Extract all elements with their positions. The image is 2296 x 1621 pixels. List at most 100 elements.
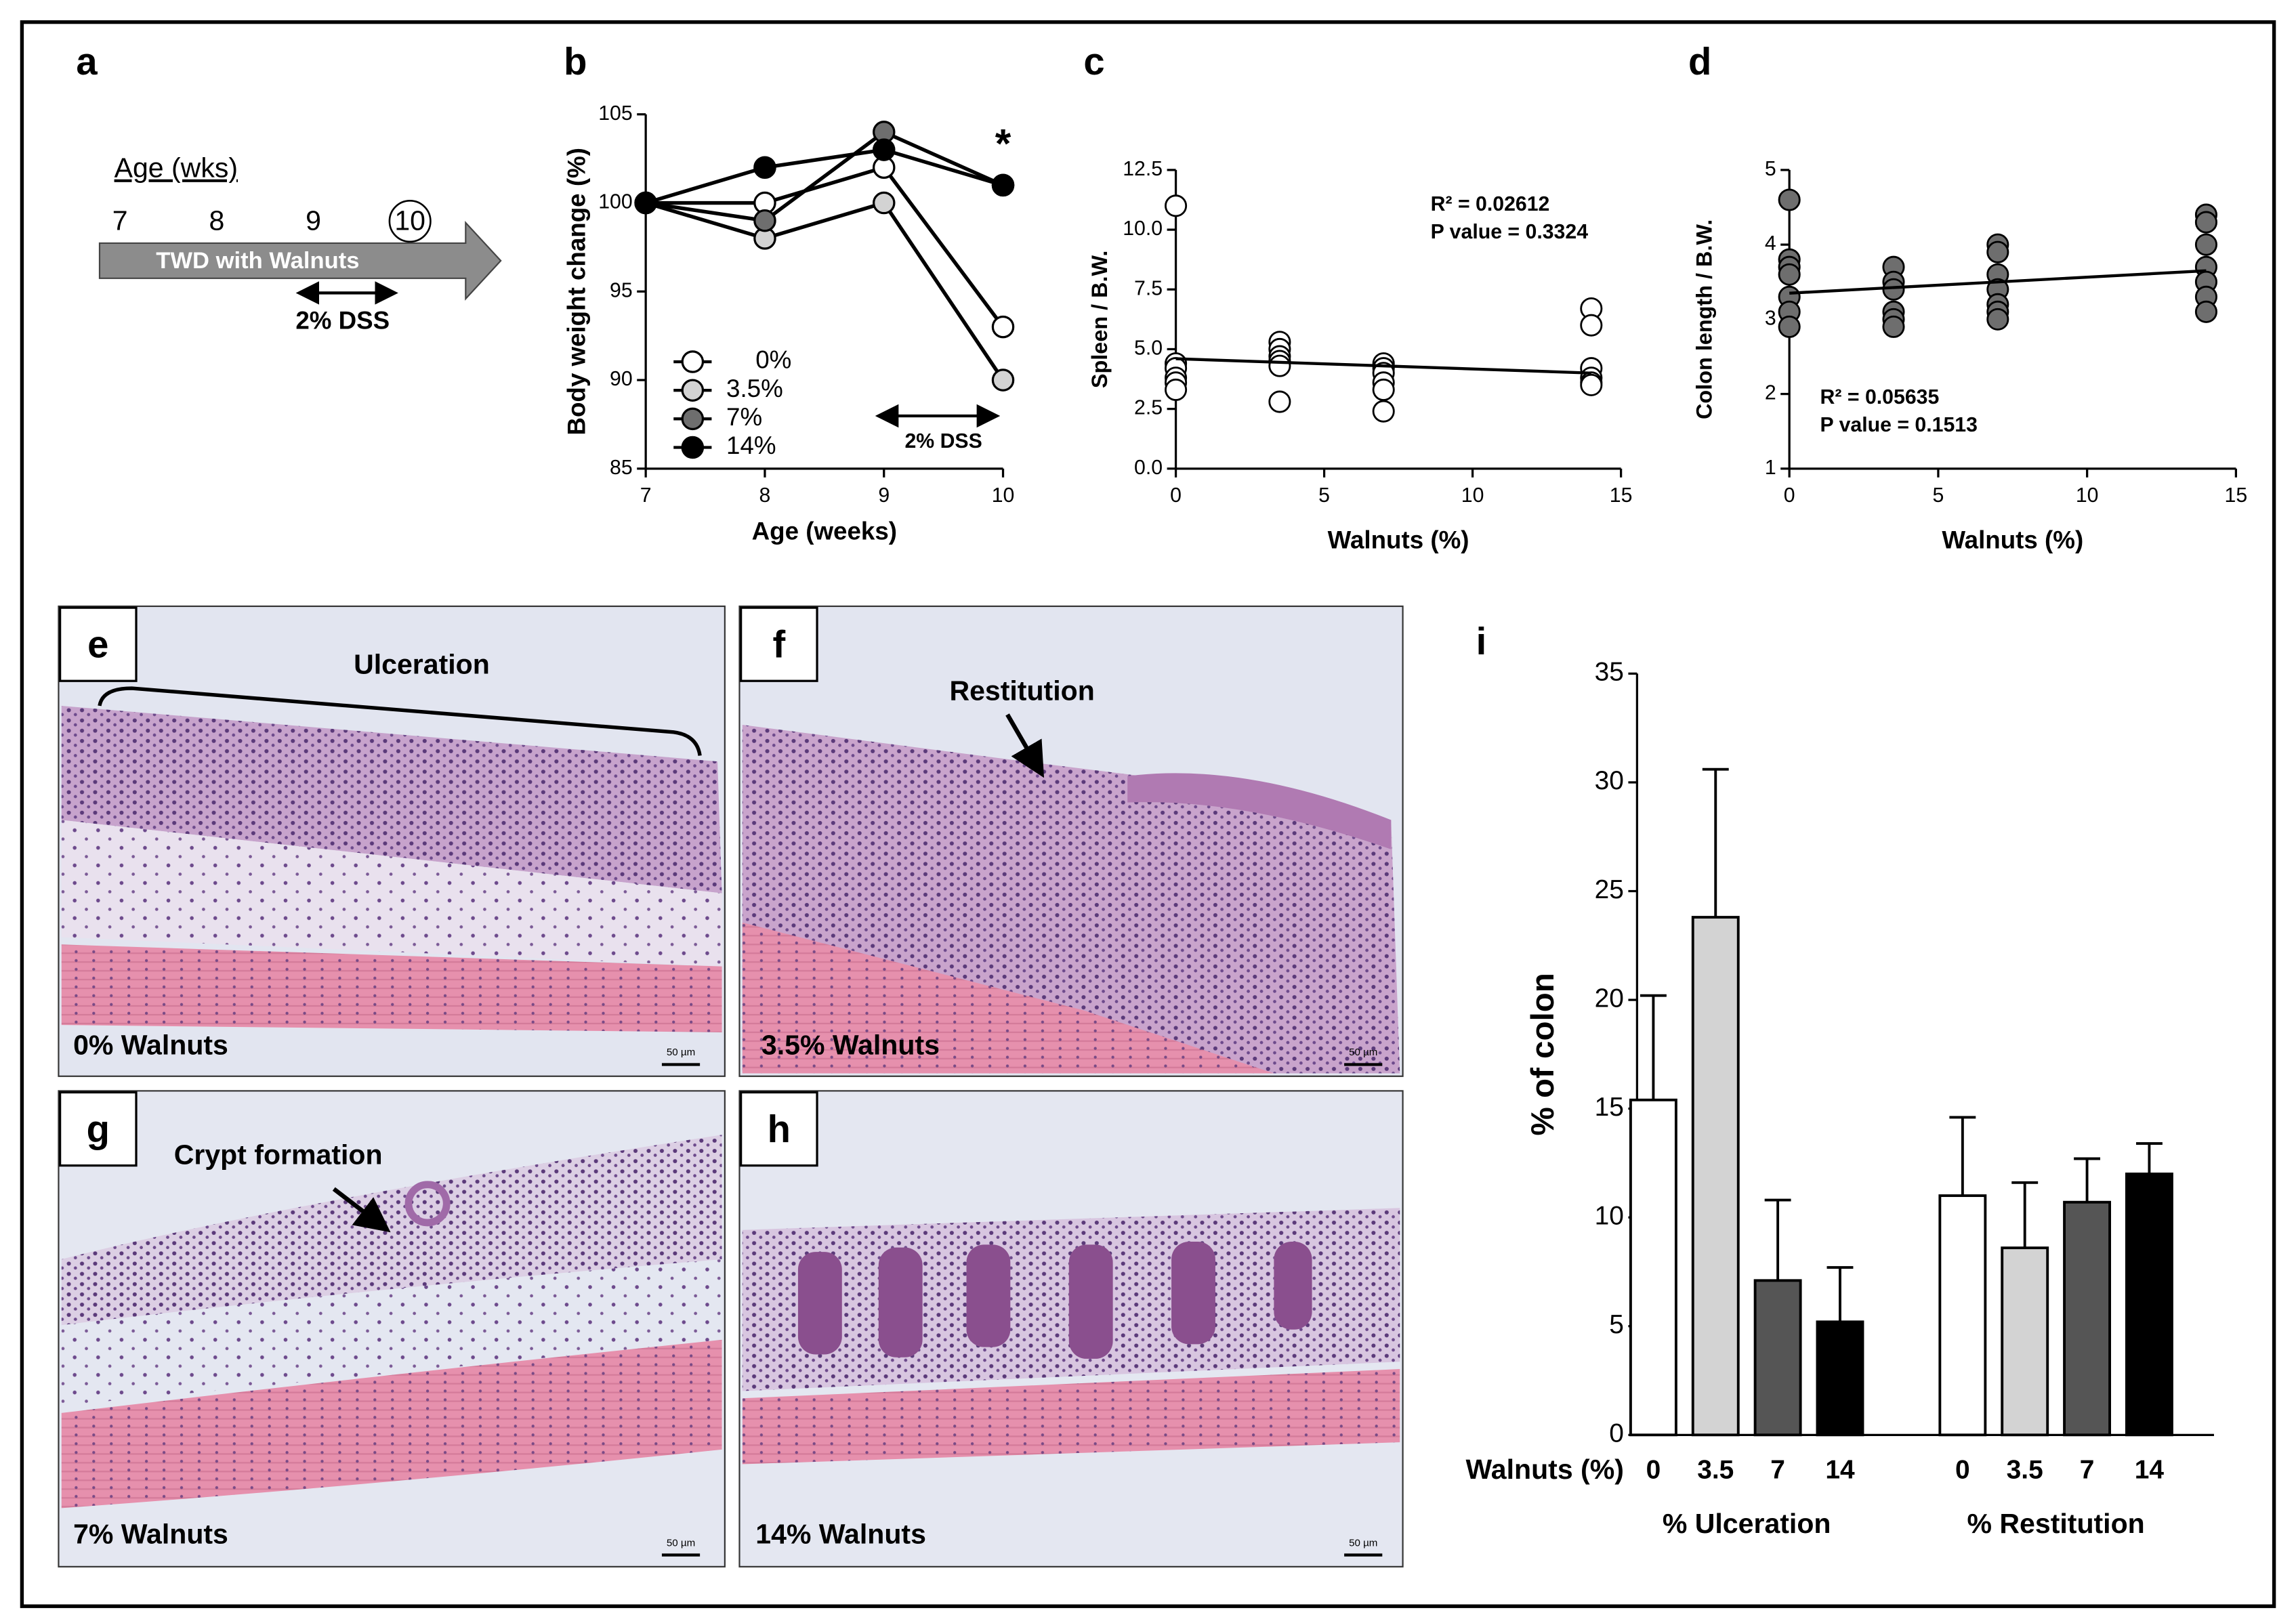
- y-tick-label: 0.0: [1134, 457, 1163, 479]
- timeline-label: Age (wks): [114, 152, 238, 184]
- panel-label: d: [1688, 40, 1711, 83]
- panel-label: f: [772, 623, 785, 665]
- point: [1986, 308, 2009, 331]
- point: [1778, 188, 1801, 211]
- bar: [2125, 1173, 2173, 1437]
- arrow: [332, 1187, 391, 1233]
- label-box: [58, 1091, 138, 1167]
- x-tick-label: 5: [1932, 484, 1944, 507]
- legend-marker: [681, 350, 705, 373]
- arrow-label: TWD with Walnuts: [156, 248, 359, 274]
- bar: [1629, 1098, 1677, 1437]
- label-box: [58, 606, 138, 682]
- marker: [872, 138, 896, 161]
- x-axis-label: Walnuts (%): [1942, 526, 2083, 554]
- series-line: [645, 129, 1004, 223]
- timeline-tick: 7: [112, 205, 128, 236]
- y-tick-label: 90: [610, 368, 633, 390]
- diet-arrow: [98, 220, 502, 301]
- x-tick-label: 15: [2225, 484, 2248, 507]
- y-axis-label: Body weight change (%): [562, 148, 590, 436]
- x-tick-label: 3.5: [2007, 1456, 2043, 1485]
- legend-label: 3.5%: [726, 375, 783, 402]
- y-tick-label: 15: [1595, 1093, 1624, 1122]
- panel-label: a: [76, 40, 98, 83]
- marker: [991, 173, 1015, 197]
- y-tick-label: 2: [1765, 382, 1776, 404]
- y-tick-label: 10.0: [1123, 217, 1163, 240]
- x-tick-label: 15: [1610, 484, 1633, 507]
- panel-label: h: [768, 1108, 791, 1150]
- y-axis-label: Spleen / B.W.: [1087, 251, 1112, 388]
- panel-label: i: [1476, 620, 1487, 662]
- bar: [2063, 1200, 2112, 1437]
- epithelium: [1127, 773, 1392, 849]
- x-tick-label: 7: [1770, 1456, 1785, 1485]
- y-tick-label: 5.0: [1134, 337, 1163, 359]
- point: [2194, 233, 2217, 256]
- bar: [1938, 1194, 1987, 1437]
- point: [1986, 240, 2009, 264]
- y-tick-label: 10: [1595, 1201, 1624, 1230]
- bar: [1691, 916, 1740, 1437]
- panel-label: g: [87, 1108, 110, 1150]
- marker: [753, 209, 776, 232]
- muscle: [61, 1339, 722, 1509]
- point: [1268, 390, 1291, 413]
- y-tick-label: 85: [610, 457, 633, 479]
- x-tick-label: 0: [1784, 484, 1795, 507]
- marker: [991, 369, 1015, 392]
- arrow: [1005, 713, 1045, 778]
- timeline-tick: 9: [306, 205, 321, 236]
- x-tick-label: 10: [2076, 484, 2099, 507]
- y-tick-label: 25: [1595, 875, 1624, 904]
- scale-label: 50 µm: [667, 1047, 695, 1058]
- x-tick-label: 0: [1646, 1456, 1661, 1485]
- annotation: R² = 0.05635: [1820, 386, 1940, 408]
- legend-marker: [681, 379, 705, 402]
- scale-label: 50 µm: [1349, 1537, 1377, 1549]
- legend-marker: [681, 407, 705, 431]
- x-tick-label: 10: [992, 484, 1015, 507]
- annotation: P value = 0.1513: [1820, 414, 1978, 436]
- marker: [872, 191, 896, 215]
- y-tick-label: 100: [598, 191, 632, 213]
- series-line: [645, 201, 1005, 381]
- y-tick-label: 7.5: [1134, 277, 1163, 299]
- x-tick-label: 9: [878, 484, 890, 507]
- timeline-tick: 8: [209, 205, 224, 236]
- fit-line: [1175, 357, 1591, 375]
- annotation: R² = 0.02612: [1431, 193, 1550, 215]
- annotation: 2% DSS: [904, 430, 982, 452]
- point: [1580, 373, 1603, 396]
- y-tick-label: 4: [1765, 232, 1776, 255]
- x-tick-label: 14: [2135, 1456, 2165, 1485]
- y-tick-label: 95: [610, 279, 633, 301]
- y-tick-label: 0: [1609, 1419, 1624, 1448]
- x-tick-label: 3.5: [1697, 1456, 1734, 1485]
- y-tick-label: 35: [1595, 658, 1624, 687]
- annotation: P value = 0.3324: [1431, 221, 1589, 243]
- crypt: [404, 1181, 451, 1227]
- point: [1778, 315, 1801, 338]
- bar: [1816, 1320, 1864, 1437]
- point: [1372, 378, 1395, 401]
- circle: [388, 200, 432, 243]
- bracket: [98, 686, 702, 756]
- panel-label: e: [87, 623, 108, 665]
- y-tick-label: 3: [1765, 307, 1776, 329]
- micrograph-h: h 14% Walnuts 50 µm: [738, 1090, 1404, 1567]
- fit-line: [1789, 269, 2207, 295]
- x-tick-label: 14: [1825, 1456, 1855, 1485]
- group-label: % Ulceration: [1663, 1508, 1831, 1539]
- point: [1580, 314, 1603, 337]
- micrograph-f: f Restitution 3.5% Walnuts 50 µm: [738, 605, 1404, 1077]
- scale-label: 50 µm: [667, 1537, 695, 1549]
- point: [1372, 400, 1395, 423]
- muscle: [61, 944, 722, 1032]
- muscle: [742, 1369, 1400, 1465]
- series-line: [645, 148, 1004, 205]
- x-tick-label: 8: [759, 484, 771, 507]
- timeline: Age (wks) 7 8 9 10 TWD with Walnuts 2% D…: [98, 152, 502, 334]
